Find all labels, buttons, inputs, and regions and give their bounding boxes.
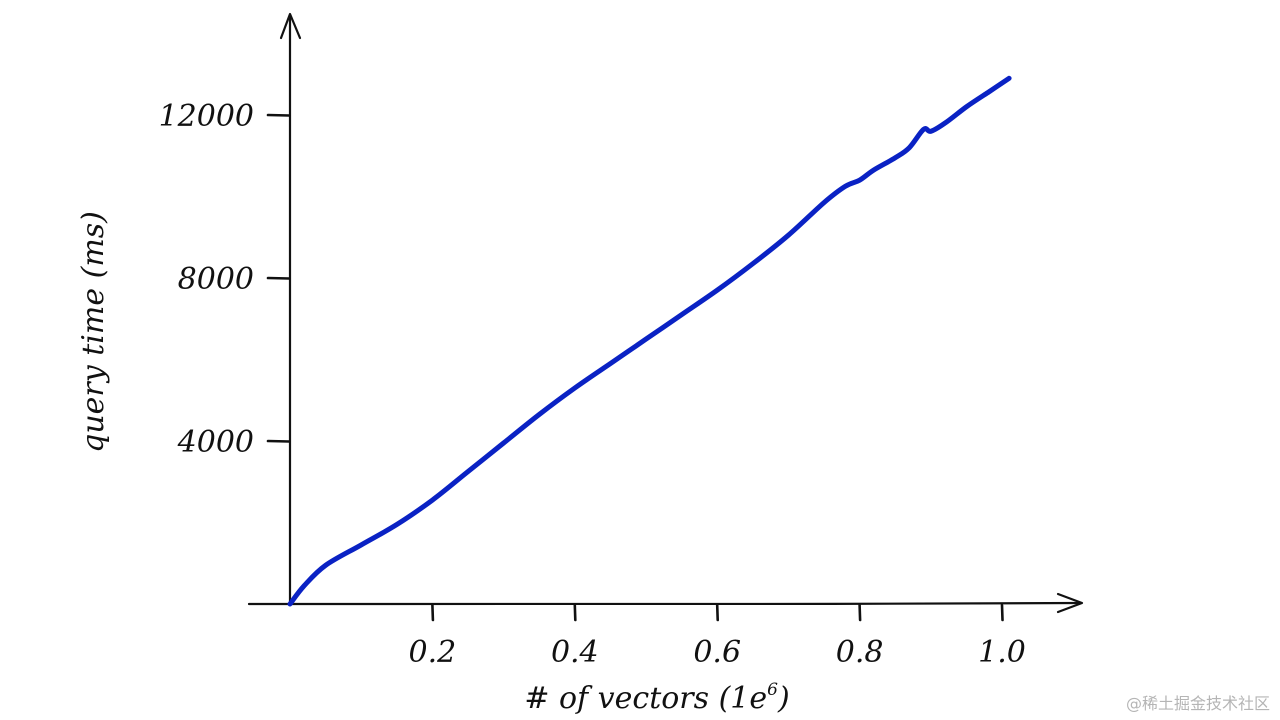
x-tick-mark	[715, 603, 720, 622]
x-tick-mark	[1000, 603, 1004, 622]
y-tick-label: 4000	[177, 425, 254, 460]
x-tick-mark	[431, 603, 435, 622]
y-tick-mark	[266, 113, 291, 117]
x-tick-label: 1.0	[978, 635, 1026, 670]
y-tick-label: 8000	[178, 262, 254, 297]
x-tick-label: 0.8	[836, 635, 884, 670]
x-ticks: 0.2 0.4 0.6 0.8 1.0	[409, 603, 1026, 670]
x-axis-line	[247, 601, 1082, 606]
series-group	[287, 75, 1012, 607]
axes	[247, 12, 1084, 614]
y-tick-mark	[266, 439, 291, 443]
series-line-0	[287, 75, 1012, 607]
x-axis-title-main: # of vectors (1e	[524, 681, 767, 716]
y-ticks: 4000 8000 12000	[159, 99, 291, 460]
x-tick-mark	[573, 603, 577, 622]
x-tick-mark	[858, 603, 862, 622]
y-axis-line	[288, 16, 292, 606]
watermark: @稀土掘金技术社区	[1125, 694, 1270, 713]
x-axis-arrow	[1056, 592, 1084, 614]
x-axis-title-close: )	[777, 681, 790, 716]
x-axis-title-exponent: 6	[767, 680, 778, 700]
y-axis-arrow	[279, 12, 302, 40]
y-tick-mark	[266, 276, 291, 280]
y-axis-title: query time (ms)	[76, 211, 111, 453]
x-tick-label: 0.2	[409, 635, 457, 670]
y-tick-label: 12000	[159, 99, 254, 134]
x-tick-label: 0.4	[551, 635, 599, 670]
x-axis-title: # of vectors (1e6)	[524, 680, 789, 716]
x-tick-label: 0.6	[693, 635, 741, 670]
